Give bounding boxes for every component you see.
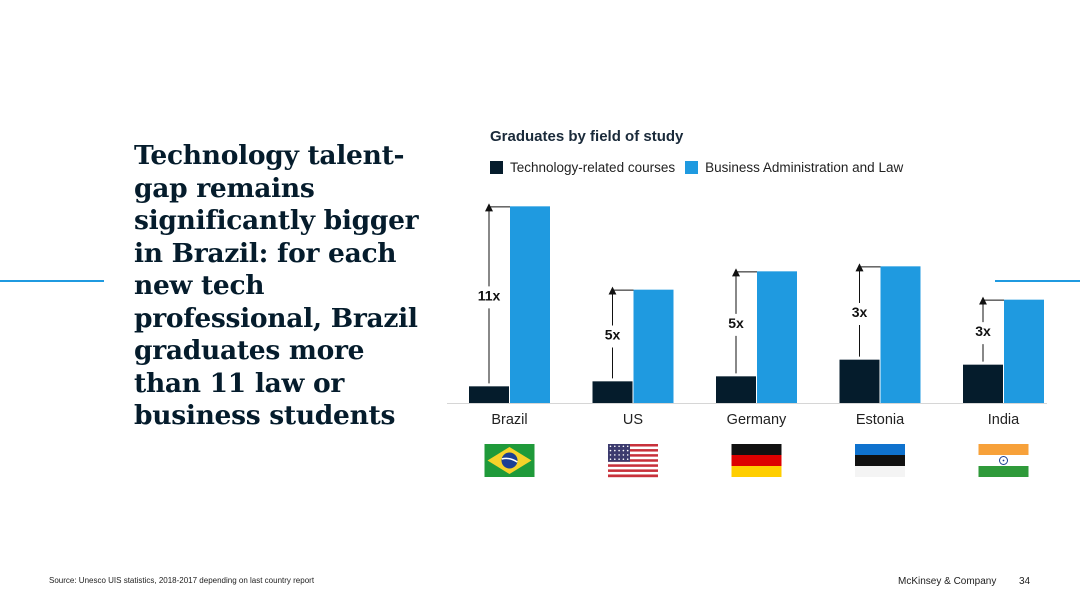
- bar-business-india: [1004, 299, 1044, 403]
- germany-flag-icon: [731, 444, 782, 477]
- brazil-flag-icon: [484, 444, 535, 477]
- us-flag-icon: [608, 444, 658, 478]
- bar-business-us: [633, 289, 674, 403]
- legend-item-business: Business Administration and Law: [685, 160, 903, 175]
- legend-swatch-tech: [490, 161, 503, 174]
- category-label-estonia: Estonia: [856, 412, 905, 428]
- multiplier-label-brazil: 11x: [478, 287, 501, 303]
- category-label-india: India: [988, 412, 1020, 428]
- headline: Technology talent-gap remains significan…: [134, 140, 419, 431]
- legend-item-tech: Technology-related courses: [490, 160, 675, 175]
- bar-tech-brazil: [469, 386, 509, 403]
- legend-swatch-business: [685, 161, 699, 174]
- bar-business-estonia: [880, 266, 921, 403]
- category-label-germany: Germany: [727, 412, 787, 428]
- brand-label: McKinsey & Company: [898, 576, 997, 587]
- page-number: 34: [1019, 576, 1031, 587]
- decorative-line-right: [995, 280, 1080, 282]
- bar-tech-india: [963, 364, 1003, 403]
- decorative-line-left: [0, 280, 104, 282]
- bar-business-brazil: [510, 206, 550, 403]
- bar-tech-estonia: [839, 359, 880, 403]
- chart-title: Graduates by field of study: [490, 128, 684, 145]
- multiplier-label-india: 3x: [975, 323, 991, 339]
- legend-label-tech: Technology-related courses: [510, 160, 676, 175]
- estonia-flag-icon: [855, 444, 905, 477]
- chart-legend: Technology-related courses Business Admi…: [490, 160, 913, 175]
- category-label-us: US: [623, 412, 643, 428]
- multiplier-label-germany: 5x: [728, 315, 744, 331]
- bar-tech-us: [592, 381, 633, 403]
- multiplier-label-us: 5x: [605, 327, 621, 343]
- bar-tech-germany: [716, 376, 756, 403]
- source-note: Source: Unesco UIS statistics, 2018-2017…: [49, 576, 315, 585]
- legend-label-business: Business Administration and Law: [705, 160, 904, 175]
- bar-business-germany: [757, 271, 797, 403]
- multiplier-label-estonia: 3x: [852, 304, 868, 320]
- india-flag-icon: [978, 444, 1029, 477]
- category-label-brazil: Brazil: [491, 412, 527, 428]
